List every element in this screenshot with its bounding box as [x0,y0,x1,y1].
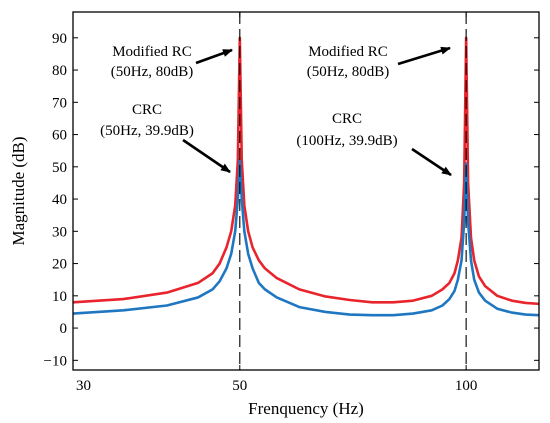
annotation-arrow [411,147,452,177]
series-layer [73,36,539,317]
series-line-1 [73,159,539,317]
annotation-crc-100: CRC (100Hz, 39.9dB) [296,111,452,177]
x-tick-label: 50 [232,378,247,394]
y-tick-label: 20 [52,257,67,273]
reference-lines [239,12,467,370]
x-axis-title: Frenquency (Hz) [248,399,364,418]
annotation-modified-rc-50: Modified RC (50Hz, 80dB) [111,44,233,80]
y-tick-label: 30 [52,224,67,240]
annotation-label: Modified RC [112,44,192,60]
series-line-0 [73,36,539,306]
y-tick-label: 60 [52,128,67,144]
y-tick-label: −10 [44,353,67,369]
annotation-label: CRC [132,102,162,118]
y-tick-label: 70 [52,95,67,111]
y-axis-title: Magnitude (dB) [9,136,28,245]
y-axis: −10 0 10 20 30 40 50 60 70 80 90 [44,31,539,369]
annotation-label: (100Hz, 39.9dB) [296,133,397,149]
y-tick-label: 80 [52,63,67,79]
annotation-arrow [195,48,233,65]
annotation-label: Modified RC [308,44,388,60]
annotation-arrow [182,138,231,174]
annotation-modified-rc-100: Modified RC (50Hz, 80dB) [307,44,451,80]
y-tick-label: 50 [52,160,67,176]
x-tick-label: 30 [76,378,91,394]
annotation-label: CRC [332,111,362,127]
annotation-crc-50: CRC (50Hz, 39.9dB) [100,102,231,174]
y-tick-label: 0 [60,321,68,337]
plot-frame [72,11,540,371]
x-tick-label: 100 [455,378,478,394]
y-tick-label: 40 [52,192,67,208]
annotation-label: (50Hz, 39.9dB) [100,123,194,139]
x-axis: 30 50 100 [72,12,478,394]
annotation-arrow [397,46,451,66]
annotation-label: (50Hz, 80dB) [307,64,390,80]
y-tick-label: 90 [52,31,67,47]
annotation-label: (50Hz, 80dB) [111,64,194,80]
y-tick-label: 10 [52,289,67,305]
